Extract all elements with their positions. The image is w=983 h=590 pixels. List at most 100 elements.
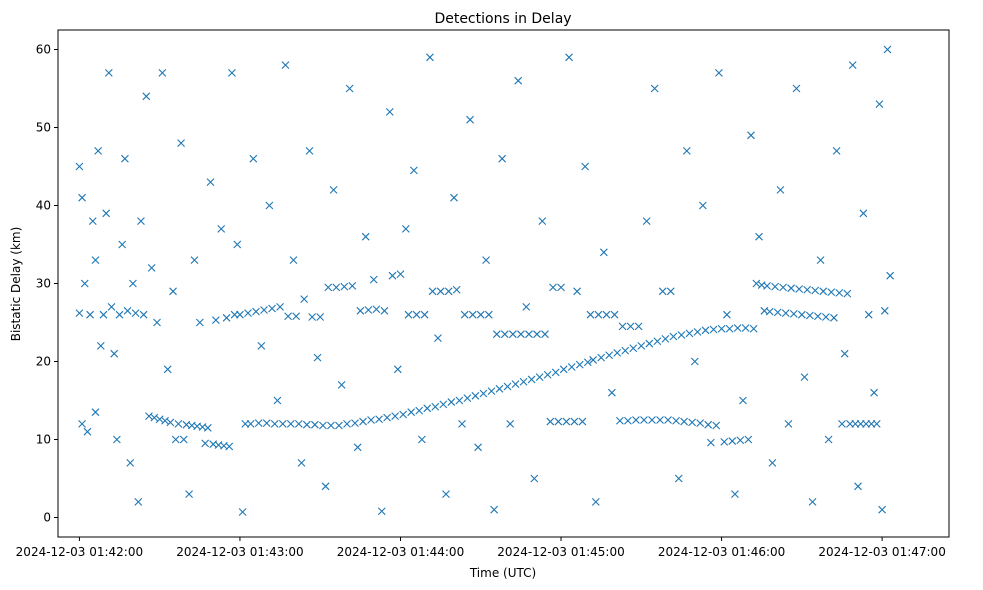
data-point — [102, 209, 111, 218]
data-point — [225, 442, 234, 451]
data-point — [161, 416, 169, 425]
data-point — [112, 435, 121, 444]
data-point — [217, 225, 226, 233]
data-point — [412, 310, 421, 319]
data-point — [134, 498, 143, 506]
data-point — [739, 396, 747, 405]
data-point — [265, 201, 274, 210]
y-axis: 0 10 20 30 40 50 60 — [36, 43, 58, 525]
data-points — [75, 45, 895, 516]
data-point — [75, 309, 84, 318]
data-point — [195, 318, 204, 327]
data-point — [682, 147, 691, 155]
data-point — [618, 322, 627, 331]
data-point — [752, 279, 761, 288]
data-point — [771, 282, 779, 291]
data-point — [637, 342, 646, 350]
data-point — [91, 408, 100, 417]
data-point — [222, 313, 231, 322]
data-point — [407, 408, 416, 417]
data-point — [557, 283, 565, 292]
data-point — [487, 387, 496, 396]
data-point — [878, 505, 886, 514]
data-point — [471, 391, 480, 400]
data-point — [508, 330, 517, 339]
data-point — [765, 307, 774, 316]
data-point — [704, 420, 713, 429]
data-point — [838, 420, 846, 428]
data-point — [158, 69, 167, 77]
data-point — [567, 363, 576, 371]
data-point — [495, 384, 504, 393]
data-point — [447, 398, 456, 406]
data-point — [310, 420, 319, 429]
data-point — [297, 459, 306, 467]
data-point — [327, 421, 335, 430]
data-point — [591, 498, 600, 506]
data-point — [848, 61, 857, 69]
data-point — [824, 435, 833, 444]
data-point — [696, 419, 705, 428]
data-point — [375, 415, 383, 424]
data-point — [356, 306, 365, 315]
data-point — [228, 69, 236, 77]
y-tick-label: 20 — [36, 355, 51, 369]
data-point — [316, 313, 325, 321]
data-point — [723, 310, 731, 319]
data-point — [731, 490, 739, 498]
data-point — [645, 339, 654, 348]
data-point — [674, 474, 683, 483]
data-point — [351, 419, 359, 428]
data-point — [94, 147, 103, 155]
data-point — [503, 382, 512, 391]
data-point — [599, 248, 608, 257]
data-point — [476, 310, 485, 319]
data-point — [238, 508, 247, 516]
y-axis-label: Bistatic Delay (km) — [9, 227, 23, 342]
data-point — [779, 283, 787, 292]
data-point — [337, 381, 346, 389]
data-point — [773, 308, 782, 317]
data-point — [784, 420, 793, 428]
data-point — [634, 322, 643, 331]
data-point — [725, 324, 734, 333]
data-point — [474, 443, 482, 452]
data-point — [139, 310, 148, 319]
y-tick-label: 10 — [36, 433, 51, 447]
data-point — [434, 334, 442, 342]
data-point — [353, 443, 362, 452]
data-point — [583, 358, 592, 367]
data-point — [859, 209, 868, 218]
data-point — [541, 330, 549, 339]
data-point — [286, 420, 295, 428]
data-point — [107, 303, 116, 311]
data-point — [83, 427, 92, 436]
data-point — [450, 193, 458, 202]
data-point — [479, 389, 488, 398]
data-point — [872, 420, 881, 428]
data-point — [661, 334, 670, 343]
y-tick-label: 0 — [43, 511, 51, 525]
data-point — [431, 402, 440, 411]
data-point — [150, 413, 159, 422]
data-point — [864, 310, 873, 319]
data-point — [147, 264, 156, 272]
data-point — [385, 108, 394, 116]
data-point — [179, 435, 188, 444]
data-point — [383, 413, 391, 422]
data-point — [211, 316, 220, 325]
data-point — [294, 420, 303, 428]
data-point — [749, 324, 758, 333]
data-point — [744, 435, 753, 444]
x-tick-label: 2024-12-03 01:42:00 — [16, 545, 143, 559]
data-point — [578, 417, 587, 426]
data-point — [656, 416, 664, 424]
data-point — [741, 324, 750, 332]
data-point — [399, 410, 408, 419]
data-point — [519, 377, 528, 386]
data-point — [244, 309, 252, 318]
data-point — [455, 396, 464, 405]
data-point — [99, 310, 108, 319]
data-point — [233, 240, 242, 249]
data-point — [607, 388, 616, 397]
